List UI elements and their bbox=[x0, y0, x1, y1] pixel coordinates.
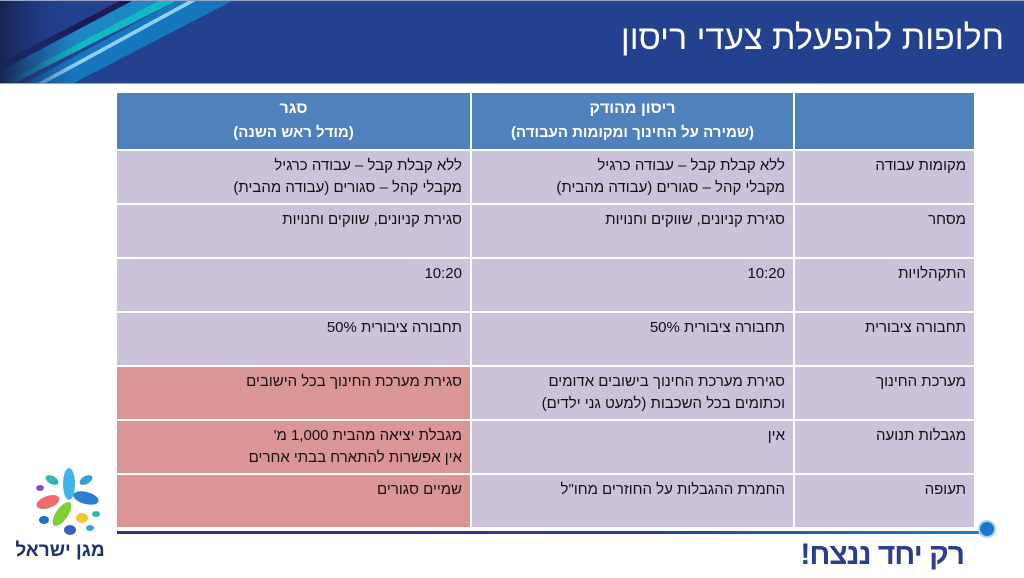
cell-line: ללא קבלת קבל – עבודה כרגיל bbox=[274, 157, 462, 174]
lockdown-cell: ללא קבלת קבל – עבודה כרגיל מקבלי קהל – ס… bbox=[115, 149, 472, 205]
title-banner: חלופות להפעלת צעדי ריסון bbox=[0, 0, 1024, 84]
virus-icon bbox=[980, 522, 994, 536]
lockdown-cell: שמיים סגורים bbox=[115, 473, 472, 529]
logo-text: מגן ישראל bbox=[15, 540, 105, 561]
cell-line: תחבורה ציבורית 50% bbox=[326, 319, 462, 336]
row-label: מסחר bbox=[793, 203, 976, 259]
tight-cell: אין bbox=[470, 419, 795, 475]
row-label: תחבורה ציבורית bbox=[793, 311, 976, 367]
table-row-education: מערכת החינוך סגירת מערכת החינוך בישובים … bbox=[115, 365, 976, 421]
table-row-workplaces: מקומות עבודה ללא קבלת קבל – עבודה כרגיל … bbox=[115, 149, 976, 205]
lockdown-cell: תחבורה ציבורית 50% bbox=[115, 311, 472, 367]
row-label: מערכת החינוך bbox=[793, 365, 976, 421]
cell-line: תחבורה ציבורית 50% bbox=[649, 319, 785, 336]
cell-line: 10:20 bbox=[747, 265, 785, 282]
table-row-public-transport: תחבורה ציבורית תחבורה ציבורית 50% תחבורה… bbox=[115, 311, 976, 367]
cell-line: ללא קבלת קבל – עבודה כרגיל bbox=[597, 157, 785, 174]
table-row-aviation: תעופה החמרת ההגבלות על החוזרים מחו"ל שמי… bbox=[115, 473, 976, 529]
table-row-movement-restrictions: מגבלות תנועה אין מגבלת יציאה מהבית 1,000… bbox=[115, 419, 976, 475]
comparison-table: ריסון מהודק (שמירה על החינוך ומקומות העב… bbox=[115, 91, 976, 529]
lockdown-cell: סגירת קניונים, שווקים וחנויות bbox=[115, 203, 472, 259]
cell-line: אין אפשרות להתארח בבתי אחרים bbox=[248, 449, 462, 466]
cell-line: סגירת קניונים, שווקים וחנויות bbox=[605, 211, 785, 228]
tight-cell: סגירת מערכת החינוך בישובים אדומים וכתומי… bbox=[470, 365, 795, 421]
header-subtitle: (שמירה על החינוך ומקומות העבודה) bbox=[511, 124, 754, 141]
cell-line: החמרת ההגבלות על החוזרים מחו"ל bbox=[560, 481, 785, 498]
table-row-gatherings: התקהלויות 10:20 10:20 bbox=[115, 257, 976, 313]
cell-line: אין bbox=[767, 427, 785, 444]
slide-title: חלופות להפעלת צעדי ריסון bbox=[620, 19, 1004, 57]
cell-line: מקבלי קהל – סגורים (עבודה מהבית) bbox=[233, 179, 462, 196]
header-cell-category bbox=[793, 91, 976, 151]
row-label: מקומות עבודה bbox=[793, 149, 976, 205]
table-row-commerce: מסחר סגירת קניונים, שווקים וחנויות סגירת… bbox=[115, 203, 976, 259]
tight-cell: 10:20 bbox=[470, 257, 795, 313]
lockdown-cell: סגירת מערכת החינוך בכל הישובים bbox=[115, 365, 472, 421]
hands-shield-icon bbox=[30, 464, 104, 542]
cell-line: 10:20 bbox=[424, 265, 462, 282]
tight-cell: תחבורה ציבורית 50% bbox=[470, 311, 795, 367]
lockdown-cell: 10:20 bbox=[115, 257, 472, 313]
cell-line: סגירת מערכת החינוך בישובים אדומים bbox=[548, 373, 785, 390]
cell-line: סגירת מערכת החינוך בכל הישובים bbox=[246, 373, 462, 390]
header-title: ריסון מהודק bbox=[589, 100, 676, 117]
row-label: התקהלויות bbox=[793, 257, 976, 313]
header-cell-tight-restraint: ריסון מהודק (שמירה על החינוך ומקומות העב… bbox=[470, 91, 795, 151]
tight-cell: החמרת ההגבלות על החוזרים מחו"ל bbox=[470, 473, 795, 529]
table-header-row: ריסון מהודק (שמירה על החינוך ומקומות העב… bbox=[115, 91, 976, 151]
cell-line: מגבלת יציאה מהבית 1,000 מ' bbox=[273, 427, 462, 444]
row-label: תעופה bbox=[793, 473, 976, 529]
cell-line: מקבלי קהל – סגורים (עבודה מהבית) bbox=[556, 179, 785, 196]
footer-divider bbox=[117, 531, 979, 534]
header-title: סגר bbox=[279, 100, 308, 117]
tight-cell: סגירת קניונים, שווקים וחנויות bbox=[470, 203, 795, 259]
lockdown-cell: מגבלת יציאה מהבית 1,000 מ' אין אפשרות לה… bbox=[115, 419, 472, 475]
tight-cell: ללא קבלת קבל – עבודה כרגיל מקבלי קהל – ס… bbox=[470, 149, 795, 205]
cell-line: וכתומים בכל השכבות (למעט גני ילדים) bbox=[541, 395, 785, 412]
row-label: מגבלות תנועה bbox=[793, 419, 976, 475]
magen-israel-logo bbox=[22, 462, 112, 572]
header-cell-lockdown: סגר (מודל ראש השנה) bbox=[115, 91, 472, 151]
decorative-stripes-icon bbox=[0, 1, 260, 83]
cell-line: שמיים סגורים bbox=[377, 481, 462, 498]
cell-line: סגירת קניונים, שווקים וחנויות bbox=[282, 211, 462, 228]
slogan-text: רק יחד ננצח! bbox=[800, 538, 965, 571]
header-subtitle: (מודל ראש השנה) bbox=[233, 124, 354, 141]
